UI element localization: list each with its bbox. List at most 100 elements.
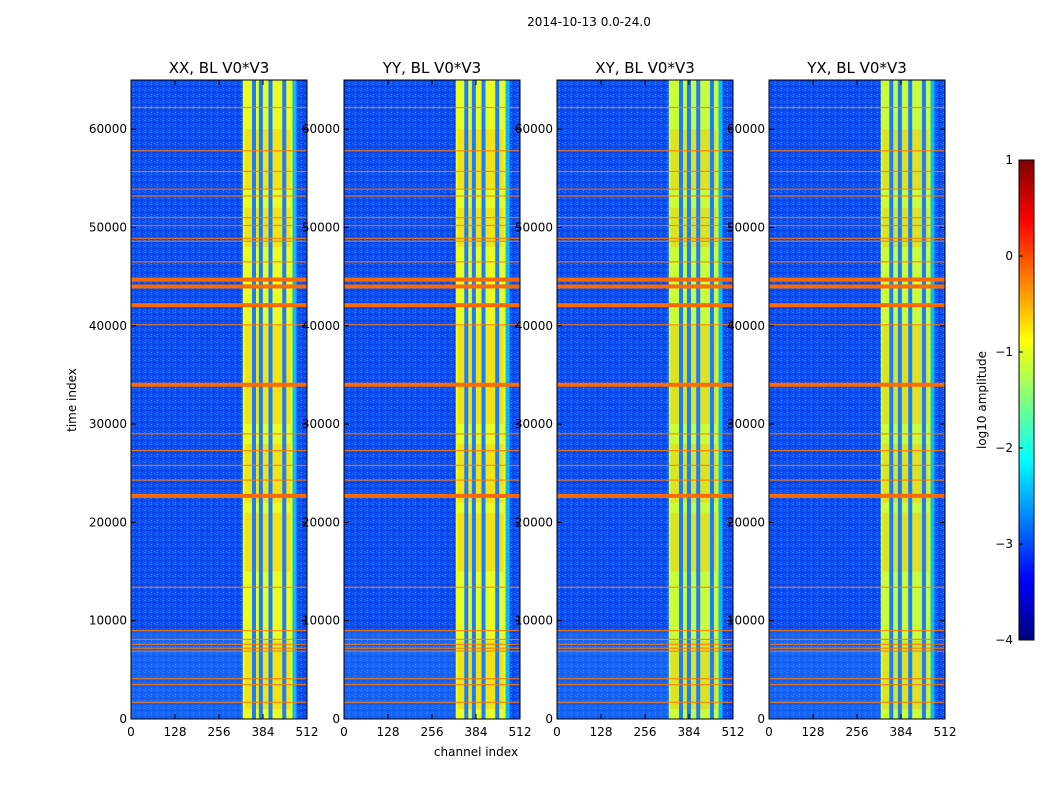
rfi-row-thin <box>344 324 520 326</box>
rfi-row-thin <box>131 479 307 481</box>
rfi-row-thin <box>557 150 733 152</box>
y-tick-label: 30000 <box>89 417 127 431</box>
panel-title: YY, BL V0*V3 <box>382 59 481 77</box>
x-tick-label: 512 <box>296 725 319 739</box>
x-tick-label: 256 <box>208 725 231 739</box>
panels-group: XX, BL V0*V3 0 128 256 384 512 0 10000 20000 3000… <box>89 59 957 739</box>
rfi-row-thin <box>344 678 520 680</box>
dark-channel-column <box>464 80 469 719</box>
signal-hotspot <box>670 325 717 425</box>
signal-hotspot <box>670 129 717 189</box>
colorbar-tick-label: 0 <box>1005 249 1013 263</box>
y-tick-label: 60000 <box>302 122 340 136</box>
rfi-row-thin <box>769 188 945 190</box>
rfi-row-thick <box>344 493 520 498</box>
rfi-row-thin <box>557 195 733 197</box>
panel-title: YX, BL V0*V3 <box>806 59 907 77</box>
x-tick-label: 512 <box>722 725 745 739</box>
x-tick-label: 0 <box>340 725 348 739</box>
signal-hotspot <box>670 207 717 248</box>
rfi-row-thick <box>131 284 307 289</box>
rfi-row-thin <box>769 217 945 219</box>
y-tick-label: 10000 <box>302 614 340 628</box>
rfi-row-thin <box>769 638 945 640</box>
y-tick-label: 40000 <box>89 319 127 333</box>
x-axis-label: channel index <box>434 745 518 759</box>
dark-channel-column <box>481 80 486 719</box>
rfi-row-thin <box>344 433 520 435</box>
rfi-row-thick <box>131 493 307 498</box>
heatmap-lowtime-region <box>557 630 669 719</box>
dark-channel-column <box>921 80 926 719</box>
rfi-row-thick <box>769 303 945 308</box>
signal-hotspot <box>670 443 717 503</box>
panel-title: XY, BL V0*V3 <box>595 59 695 77</box>
rfi-row-thick <box>769 284 945 289</box>
colorbar-tick-label: −4 <box>995 633 1013 647</box>
rfi-row-thin <box>769 701 945 703</box>
rfi-row-thin <box>344 106 520 109</box>
y-tick-label: 40000 <box>727 319 765 333</box>
y-tick-label: 60000 <box>515 122 553 136</box>
x-tick-label: 256 <box>421 725 444 739</box>
rfi-row-thin <box>344 261 520 263</box>
rfi-row-thin <box>769 629 945 632</box>
panel-title: XX, BL V0*V3 <box>169 59 270 77</box>
rfi-row-thick <box>557 493 733 498</box>
rfi-row-thin <box>557 106 733 109</box>
rfi-row-thin <box>769 650 945 652</box>
x-tick-label: 384 <box>678 725 701 739</box>
rfi-row-thin <box>131 678 307 680</box>
rfi-row-thin <box>557 188 733 190</box>
dark-channel-column <box>889 80 894 719</box>
rfi-row-thin <box>344 629 520 632</box>
rfi-row-thin <box>769 170 945 173</box>
rfi-row-thin <box>557 701 733 703</box>
rfi-row-thin <box>769 261 945 263</box>
rfi-row-thin <box>769 586 945 588</box>
dark-channel-column <box>258 80 263 719</box>
rfi-row-thin <box>557 450 733 452</box>
rfi-row-thin <box>557 261 733 263</box>
y-tick-label: 10000 <box>515 614 553 628</box>
dark-channel-column <box>282 80 287 719</box>
rfi-row-thick <box>344 284 520 289</box>
x-tick-label: 0 <box>553 725 561 739</box>
dark-channel-column <box>908 80 913 719</box>
figure-suptitle: 2014-10-13 0.0-24.0 <box>527 15 651 29</box>
y-tick-label: 40000 <box>302 319 340 333</box>
rfi-row-thin <box>557 643 733 645</box>
rfi-row-thin <box>769 195 945 197</box>
rfi-row-thin <box>131 188 307 190</box>
rfi-row-thin <box>131 683 307 686</box>
y-tick-label: 30000 <box>515 417 553 431</box>
y-tick-label: 0 <box>545 712 553 726</box>
rfi-row-thin <box>769 643 945 645</box>
x-tick-label: 384 <box>465 725 488 739</box>
rfi-row-thin <box>344 195 520 197</box>
dark-channel-column <box>268 80 273 719</box>
rfi-row-thin <box>131 638 307 640</box>
dark-channel-column <box>897 80 902 719</box>
rfi-row-thin <box>344 683 520 686</box>
y-tick-label: 0 <box>757 712 765 726</box>
x-tick-label: 0 <box>127 725 135 739</box>
heatmap-lowtime-region <box>344 630 456 719</box>
rfi-row-thin <box>557 237 733 239</box>
rfi-row-thin <box>131 224 307 227</box>
rfi-row-thin <box>557 638 733 640</box>
rfi-row-thin <box>344 150 520 152</box>
rfi-row-thick <box>769 493 945 498</box>
colorbar-label: log10 amplitude <box>975 351 989 449</box>
rfi-row-thin <box>557 647 733 649</box>
rfi-row-thick <box>557 284 733 289</box>
y-tick-label: 50000 <box>515 220 553 234</box>
rfi-row-thick <box>769 382 945 387</box>
y-tick-label: 20000 <box>302 515 340 529</box>
x-tick-label: 384 <box>252 725 275 739</box>
rfi-row-thin <box>557 433 733 435</box>
rfi-row-thin <box>131 106 307 109</box>
rfi-row-thin <box>344 647 520 649</box>
y-tick-label: 10000 <box>727 614 765 628</box>
signal-hotspot <box>670 512 717 572</box>
